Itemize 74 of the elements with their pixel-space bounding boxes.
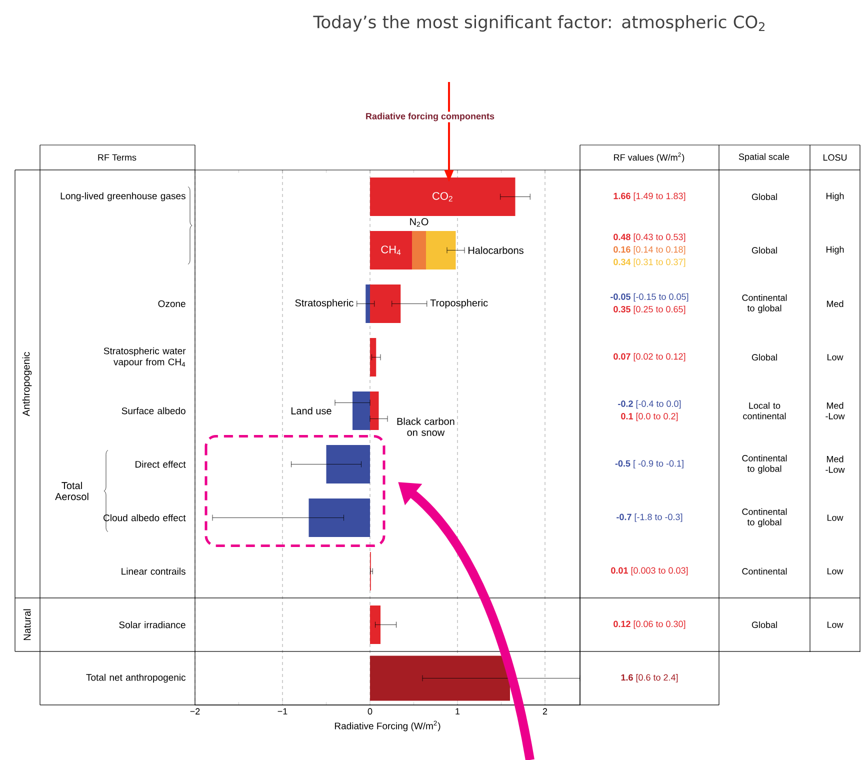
text: Land use [291, 407, 332, 414]
y-tick-label: Linear contrails [122, 568, 186, 575]
text: 0.07 [0.02 to 0.12] [614, 353, 686, 362]
text: Med [826, 300, 844, 308]
y-tick-label: Stratospheric water vapour from CH$_{4}$ [104, 347, 186, 368]
bar [370, 177, 516, 216]
y-tick-label: Surface albedo [122, 407, 186, 414]
text: Continental [742, 568, 787, 575]
text: Local to continental [743, 402, 786, 420]
text: Med -Low [826, 456, 845, 473]
text: 0.01 [0.003 to 0.03] [611, 567, 688, 576]
text: High [826, 192, 844, 201]
bar [370, 338, 376, 376]
text: RF values (W/m$^{2}$) [614, 152, 684, 162]
text: Continental to global [742, 508, 787, 528]
x-axis-title: Radiative Forcing (W/m$^{2}$) [334, 720, 440, 732]
text: Natural [23, 609, 31, 640]
y-tick-label: Cloud albedo effect [104, 514, 186, 522]
text: Global [752, 354, 777, 361]
text: Global [752, 621, 777, 628]
text: High [826, 246, 844, 254]
text: 0.12 [0.06 to 0.30] [614, 620, 686, 629]
y-tick-label: Solar irradiance [119, 621, 186, 628]
bar [352, 391, 370, 430]
series-label: Black carbon on snow [397, 418, 454, 436]
text: 1.66 [1.49 to 1.83] [614, 192, 686, 201]
text: Anthropogenic [22, 352, 32, 416]
text: -0.05 [-0.15 to 0.05] [610, 293, 688, 302]
x-tick-label: 2 [542, 708, 548, 714]
text: 1.6 [0.6 to 2.4] [621, 674, 678, 682]
bar [412, 230, 426, 270]
text: Tropospheric [430, 299, 488, 308]
text: Continental to global [742, 294, 787, 314]
text: Today’s the most significant factor: atmospheric CO$_{2}$ [313, 15, 764, 32]
series-label: Stratospheric [295, 299, 354, 308]
chart-title: Radiative forcing components [366, 112, 494, 122]
x-tick-label: −1 [278, 708, 288, 714]
bar [370, 230, 412, 270]
bar [426, 230, 456, 270]
text: 0.48 [0.43 to 0.53] [614, 234, 686, 242]
bar [370, 391, 379, 430]
text: Low [827, 568, 844, 574]
text: Low [827, 622, 844, 628]
text: Global [752, 246, 777, 254]
text: -0.2 [-0.4 to 0.0] [618, 400, 681, 409]
text: Low [827, 514, 844, 521]
x-tick-label: 0 [368, 708, 372, 715]
text: Spatial scale [738, 153, 790, 162]
text: 0.1 [0.0 to 0.2] [621, 412, 678, 422]
y-tick-label: Ozone [158, 300, 186, 308]
y-tick-label: Long-lived greenhouse gases [60, 192, 186, 202]
series-label: N$_{2}$O [410, 218, 428, 227]
text: Med -Low [826, 402, 845, 420]
text: 0.16 [0.14 to 0.18] [614, 246, 686, 254]
series-label: CH$_{4}$ [381, 246, 401, 255]
text: Low [827, 354, 844, 360]
text: 0.34 [0.31 to 0.37] [614, 258, 686, 267]
y-tick-label: Direct effect [136, 460, 186, 468]
text: -0.7 [-1.8 to -0.3] [616, 514, 682, 522]
bar [366, 284, 370, 323]
text: -0.5 [ -0.9 to -0.1] [615, 460, 684, 468]
x-tick-label: 1 [456, 708, 460, 714]
series-label: CO$_{2}$ [432, 192, 452, 202]
text: Total Aerosol [55, 482, 88, 500]
text: LOSU [823, 154, 847, 161]
x-tick-label: −2 [190, 708, 200, 714]
bar [370, 605, 380, 644]
y-tick-label: Total net anthropogenic [86, 674, 186, 683]
bar [370, 284, 401, 323]
text: RF Terms [98, 154, 136, 161]
text: 0.35 [0.25 to 0.65] [614, 306, 686, 314]
text: Global [752, 193, 777, 200]
series-label: Halocarbons [468, 246, 524, 254]
text: Continental to global [742, 454, 787, 474]
